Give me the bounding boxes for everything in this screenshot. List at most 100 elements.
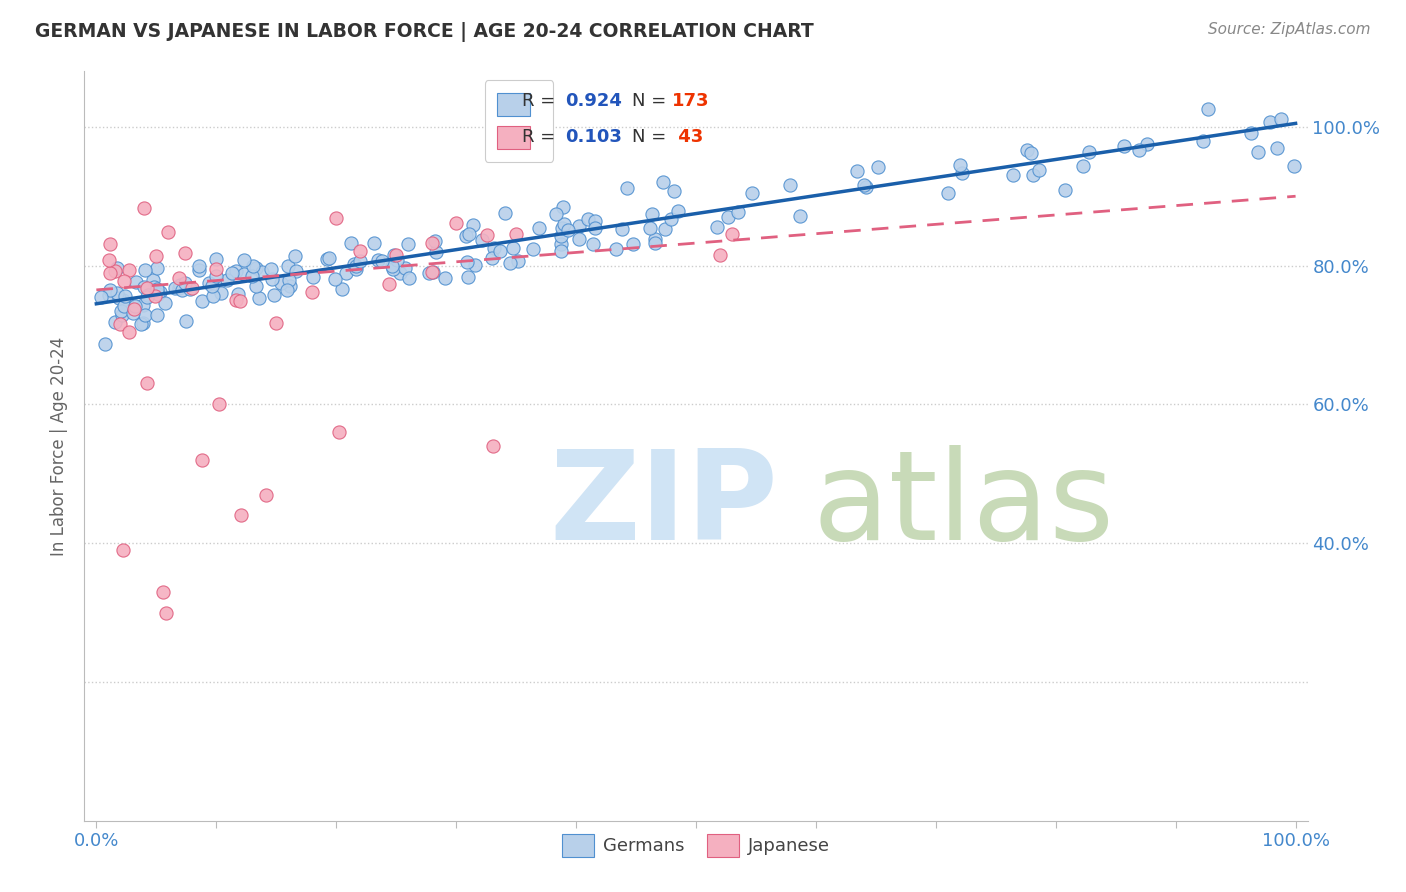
Point [741, 186, 763, 200]
Point [499, 256, 522, 270]
Text: N =: N = [633, 128, 672, 146]
Point [201, 278, 224, 293]
Point [616, 180, 638, 194]
Point [181, 281, 204, 295]
Point [225, 264, 247, 278]
Point [550, 228, 572, 243]
Point [578, 211, 600, 226]
Point [115, 297, 138, 311]
Point [129, 317, 152, 331]
Point [1240, 126, 1263, 140]
Point [97, 288, 120, 302]
Point [111, 308, 134, 322]
Point [134, 308, 156, 322]
Point [104, 264, 127, 278]
Point [418, 266, 440, 280]
Point [456, 255, 478, 269]
Point [846, 164, 869, 178]
Point [228, 286, 250, 301]
Point [471, 233, 494, 247]
Point [132, 298, 155, 312]
Text: ZIP: ZIP [550, 445, 778, 566]
Point [247, 291, 270, 305]
Point [174, 314, 197, 328]
Point [508, 254, 530, 268]
Point [205, 269, 228, 284]
Point [340, 235, 363, 250]
Point [254, 487, 277, 501]
Point [276, 283, 298, 297]
Point [482, 241, 505, 255]
Point [553, 217, 575, 231]
Point [494, 206, 516, 220]
Point [583, 220, 606, 235]
Point [502, 241, 524, 255]
Point [1053, 183, 1076, 197]
Y-axis label: In Labor Force | Age 20-24: In Labor Force | Age 20-24 [51, 336, 69, 556]
Point [117, 263, 139, 277]
Point [233, 253, 256, 268]
Point [134, 262, 156, 277]
Point [270, 276, 292, 290]
Point [174, 245, 197, 260]
Point [169, 278, 191, 293]
Point [385, 252, 408, 267]
Point [142, 273, 165, 287]
Point [229, 293, 252, 308]
Point [245, 279, 267, 293]
Point [264, 316, 287, 330]
Point [396, 237, 419, 252]
Point [125, 275, 148, 289]
Point [1258, 115, 1281, 129]
Point [651, 175, 673, 189]
Point [114, 289, 136, 303]
Point [221, 266, 243, 280]
Point [388, 266, 411, 280]
Point [1015, 144, 1038, 158]
Point [167, 281, 190, 295]
Point [706, 219, 728, 234]
Point [122, 301, 145, 316]
Point [330, 282, 353, 296]
Point [111, 543, 134, 558]
Point [302, 270, 325, 285]
Point [242, 259, 264, 273]
Point [118, 325, 141, 339]
Point [621, 237, 644, 252]
Point [1001, 168, 1024, 182]
Point [136, 376, 159, 390]
Point [179, 282, 201, 296]
Point [949, 158, 972, 172]
Point [868, 160, 890, 174]
Point [104, 316, 127, 330]
Point [382, 248, 405, 262]
Point [461, 218, 484, 232]
Point [371, 254, 394, 268]
Point [420, 265, 443, 279]
Text: Source: ZipAtlas.com: Source: ZipAtlas.com [1208, 22, 1371, 37]
Point [197, 276, 219, 290]
Point [284, 263, 307, 277]
Text: GERMAN VS JAPANESE IN LABOR FORCE | AGE 20-24 CORRELATION CHART: GERMAN VS JAPANESE IN LABOR FORCE | AGE … [35, 22, 814, 42]
Point [1247, 145, 1270, 159]
Point [167, 271, 190, 285]
Point [152, 584, 174, 599]
Point [1136, 137, 1159, 152]
Point [98, 284, 121, 298]
Point [156, 225, 179, 239]
Point [174, 276, 197, 290]
Point [568, 232, 591, 246]
Point [644, 232, 666, 246]
Point [301, 285, 323, 299]
Point [110, 303, 132, 318]
Text: R =: R = [522, 93, 561, 111]
Text: 0.924: 0.924 [565, 93, 621, 111]
Point [394, 261, 416, 276]
Legend: Germans, Japanese: Germans, Japanese [554, 826, 838, 864]
Point [240, 268, 263, 283]
Point [505, 227, 527, 242]
Point [343, 257, 366, 271]
Point [385, 248, 408, 262]
Point [583, 214, 606, 228]
Point [654, 221, 676, 235]
